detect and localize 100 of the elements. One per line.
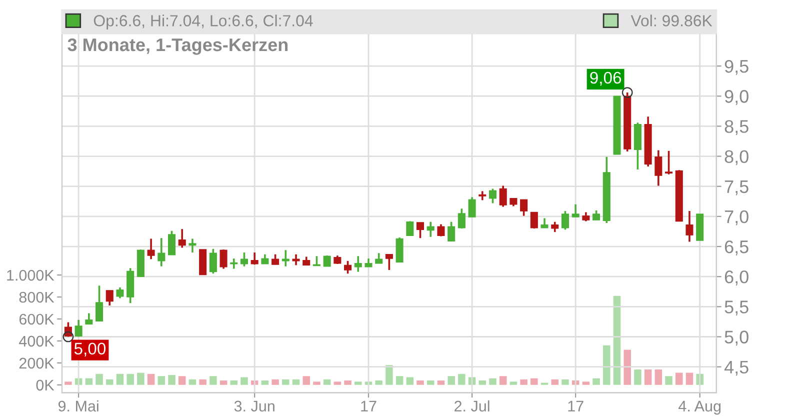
bar [85,378,93,385]
bar [220,380,228,385]
y2-tick-label: 800K [19,292,54,303]
bar [416,380,424,385]
candlestick [385,253,393,271]
candlestick [437,223,445,238]
bar [272,379,279,385]
candlestick [220,248,228,270]
bar [644,370,652,385]
bar [676,372,683,385]
candlestick [240,252,248,268]
bar [582,382,590,385]
annotation: 9,06 [590,72,622,86]
legend-label: Vol: 99.86K [630,14,712,26]
bar [282,379,290,385]
candlestick [272,253,280,266]
bar [344,380,352,385]
candlestick [396,236,404,264]
bar [375,380,382,385]
x-tick-label: 17 [361,400,376,412]
bar [292,379,300,385]
candlestick [520,198,528,217]
bar [520,379,528,385]
candlestick [74,319,82,338]
candlestick [106,290,114,306]
candlestick [592,210,600,221]
bar [240,377,248,385]
bar [530,378,538,385]
candlestick [416,222,424,239]
candlestick [292,253,300,266]
bar [323,379,331,385]
candlestick [561,210,569,231]
bar [96,374,103,385]
candlestick [188,238,196,254]
candlestick [209,248,217,274]
y-tick-label: 8,5 [724,120,748,136]
candlestick [654,149,662,187]
bar [313,382,320,385]
y2-tick-label: 0K [36,380,54,391]
x-tick-label: 2. Jul [454,400,490,412]
legend-label: Op:6.6, Hi:7.04, Lo:6.6, Cl:7.04 [94,14,313,30]
bar [168,375,176,385]
bar [654,370,662,385]
bar [230,380,238,385]
bar [613,296,621,385]
candlestick [478,190,486,202]
bar [396,376,404,385]
candlestick [85,312,93,326]
y-tick-label: 5,5 [724,300,748,316]
candlestick [582,211,590,222]
bar [478,380,486,385]
bar [551,379,558,385]
bar [158,376,166,385]
candlestick [250,252,258,266]
bar [448,376,455,385]
bar [624,350,631,385]
candlestick [665,150,673,176]
bar [603,345,610,385]
bar [126,374,134,385]
bar [634,370,642,385]
text: 3 Monate, 1-Tages-Kerzen [68,38,288,55]
bar [261,380,269,385]
candlestick [312,255,320,267]
bar [210,376,217,385]
candlestick [458,208,466,230]
candlestick [178,228,186,249]
bar [592,378,600,385]
bar [686,372,694,385]
candlestick [116,286,124,300]
candlestick [230,258,238,270]
candlestick [448,220,456,242]
bar [665,376,672,385]
candlestick [96,284,104,322]
candlestick [426,220,434,238]
candlestick [572,203,580,218]
candlestick [686,210,694,243]
y2-tick-label: 400K [19,336,54,347]
bar [116,374,124,385]
bar [489,378,496,385]
bar [199,379,206,385]
bar [458,374,466,385]
y2-tick-label: 200K [19,358,54,369]
y-tick-label: 7,5 [724,180,748,196]
bar [562,379,569,385]
candlestick [344,260,352,274]
candlestick [406,220,414,237]
candlestick [530,211,538,230]
annotation: 5,00 [74,342,106,357]
x-tick-label: 3. Jun [234,400,274,412]
bar [437,380,445,385]
y-tick-label: 6,5 [724,240,748,256]
bar [188,379,196,385]
bar [106,379,114,385]
y-tick-label: 8,0 [724,150,748,166]
y-tick-label: 5,0 [724,330,748,346]
candlestick [147,238,155,260]
bar [302,376,310,385]
candlestick [540,217,548,229]
candlestick [158,237,166,268]
candlestick [499,184,507,208]
